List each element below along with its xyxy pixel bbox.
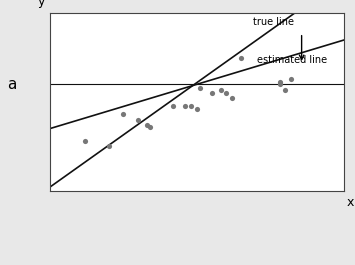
Point [197, 86, 203, 90]
Point [218, 87, 223, 92]
Point [277, 82, 282, 86]
Text: true line: true line [253, 17, 294, 27]
Point [289, 77, 294, 81]
Point [277, 80, 282, 85]
Text: a: a [7, 77, 16, 92]
Y-axis label: y: y [37, 0, 44, 8]
Point [209, 91, 214, 95]
Point [224, 91, 229, 95]
Point [147, 125, 153, 129]
Point [283, 87, 288, 92]
Point [194, 107, 200, 111]
Point [182, 103, 188, 108]
Text: estimated line: estimated line [257, 55, 328, 65]
Point [239, 55, 244, 60]
Point [121, 112, 126, 117]
Point [230, 96, 235, 101]
Point [82, 139, 88, 143]
X-axis label: x: x [346, 196, 354, 209]
Point [135, 118, 141, 122]
Point [171, 103, 176, 108]
Point [144, 123, 150, 127]
Point [188, 103, 194, 108]
Point [106, 144, 111, 148]
